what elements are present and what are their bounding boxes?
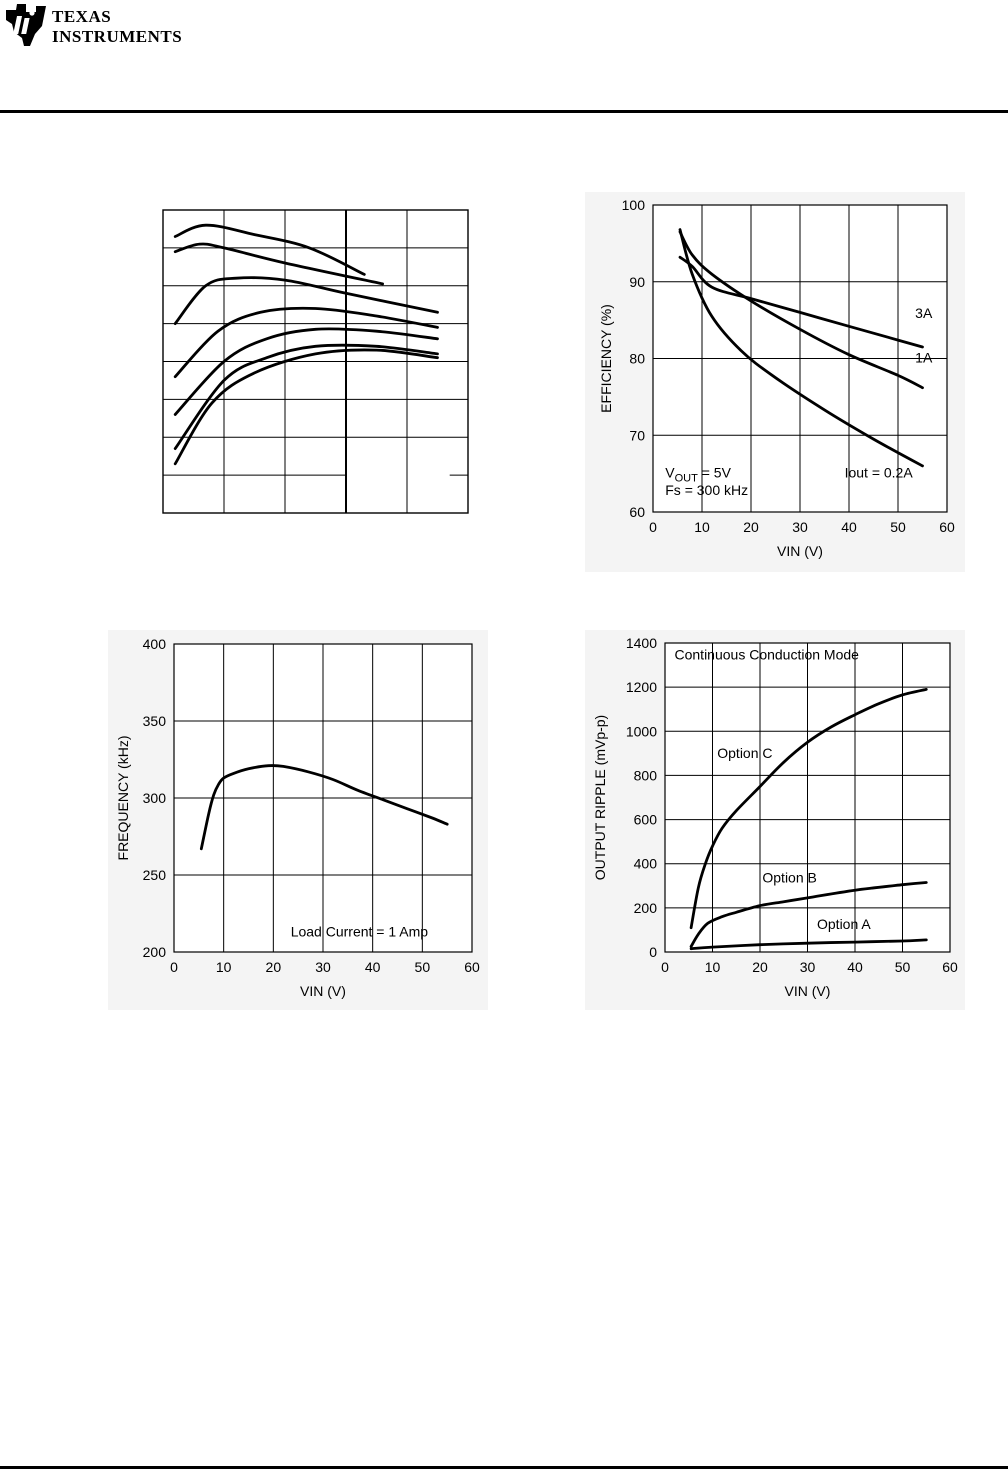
load-current-annotation: Load Current = 1 Amp [291,924,429,940]
x-tick-label: 10 [216,959,232,975]
series-line-7 [173,348,439,466]
series-line-5 [173,327,439,416]
ti-logo: TEXAS INSTRUMENTS [2,2,202,50]
y-tick-label: 1000 [626,723,657,739]
x-tick-label: 40 [841,519,857,535]
vout-subscript: OUT [675,472,699,484]
x-tick-label: 0 [661,959,669,975]
x-tick-label: 30 [792,519,808,535]
series-line-3 [678,228,924,468]
y-tick-label: 300 [143,790,167,806]
y-axis-label: EFFICIENCY (%) [598,304,614,413]
x-tick-label: 60 [939,519,955,535]
y-tick-label: 60 [629,504,645,520]
y-tick-label: 200 [634,900,658,916]
logo-line-1: TEXAS [52,7,112,26]
series-line-1 [689,688,928,930]
x-axis-label: VIN (V) [300,983,346,999]
x-tick-label: 10 [694,519,710,535]
footer-rule [0,1466,1008,1469]
series-line-2 [689,881,928,948]
series-line-2 [173,242,384,286]
y-tick-label: 70 [629,427,645,443]
chart-frequency-svg: 0 10 20 30 40 50 60 200 250 300 350 400 FREQUENCY (… [108,630,488,1010]
x-tick-label: 30 [800,959,816,975]
y-tick-label: 0 [649,944,657,960]
x-tick-label: 50 [415,959,431,975]
chart-top-left-svg [162,209,469,514]
x-tick-label: 50 [890,519,906,535]
x-tick-label: 0 [170,959,178,975]
x-axis-label: VIN (V) [785,983,831,999]
series-line-2 [678,230,924,390]
series-line-1 [678,255,924,349]
y-tick-label: 250 [143,867,167,883]
series-label-1: Option C [717,745,772,761]
vout-annotation: VOUT = 5V [665,464,731,484]
chart-efficiency: 0 10 20 30 40 50 60 60 70 80 90 100 EFFICIENCY (%) … [585,192,965,572]
chart-top-left [150,195,480,525]
x-tick-label: 60 [464,959,480,975]
x-tick-label: 20 [266,959,282,975]
y-tick-label: 800 [634,767,658,783]
x-tick-label: 40 [847,959,863,975]
y-axis-label: FREQUENCY (kHz) [115,736,131,861]
series-label-2: Option B [762,869,816,885]
x-axis-label: VIN (V) [777,543,823,559]
x-tick-label: 0 [649,519,657,535]
y-tick-label: 1200 [626,679,657,695]
series-line-3 [173,276,439,325]
series-line-4 [173,306,439,379]
y-tick-label: 600 [634,812,658,828]
series-line-6 [173,343,439,450]
x-tick-label: 10 [705,959,721,975]
x-tick-label: 20 [743,519,759,535]
y-tick-label: 200 [143,944,167,960]
header-rule [0,110,1008,113]
y-tick-label: 90 [629,274,645,290]
x-tick-label: 50 [895,959,911,975]
x-tick-label: 60 [942,959,958,975]
y-tick-label: 400 [634,856,658,872]
chart-frequency: 0 10 20 30 40 50 60 200 250 300 350 400 FREQUENCY (… [108,630,488,1010]
logo-line-2: INSTRUMENTS [52,27,183,46]
chart-output-ripple: 0 10 20 30 40 50 60 0 200 400 600 800 1000 1200 1400 O… [585,630,965,1010]
series-label-3: Iout = 0.2A [845,464,914,480]
series-label-1: 3A [915,305,933,321]
series-line-3 [689,938,928,951]
x-tick-label: 40 [365,959,381,975]
y-tick-label: 400 [143,636,167,652]
x-tick-label: 30 [315,959,331,975]
series-line-1 [199,764,449,851]
series-label-2: 1A [915,349,933,365]
ti-logo-icon [6,4,46,46]
y-tick-label: 350 [143,713,167,729]
y-tick-label: 100 [622,197,646,213]
conduction-mode-annotation: Continuous Conduction Mode [675,647,860,663]
vout-main: V [665,464,675,480]
series-line-1 [173,223,366,276]
vout-rest: = 5V [698,464,732,480]
x-tick-label: 20 [752,959,768,975]
fs-annotation: Fs = 300 kHz [665,482,748,498]
y-tick-label: 1400 [626,635,657,651]
y-axis-label: OUTPUT RIPPLE (mVp-p) [592,715,608,880]
series-label-3: Option A [817,916,871,932]
y-tick-label: 80 [629,351,645,367]
